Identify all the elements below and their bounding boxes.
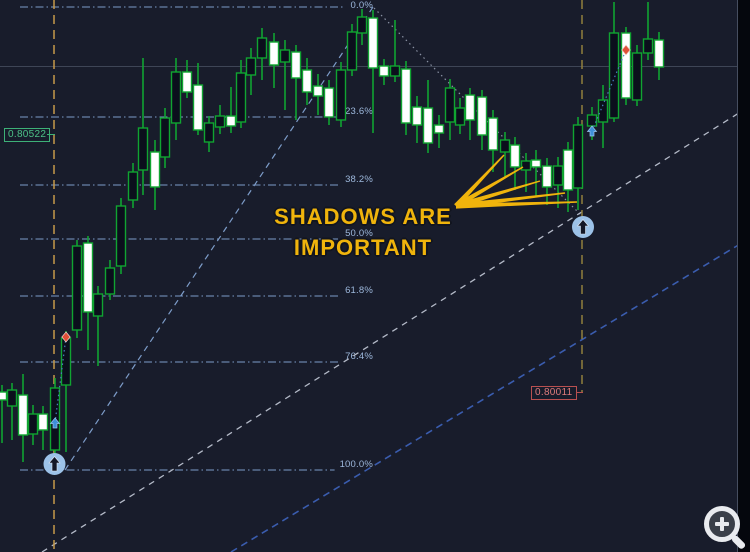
candle-bear — [487, 117, 499, 151]
fib-level-label: 50.0% — [345, 228, 373, 239]
annotation-text: SHADOWS ARE IMPORTANT — [228, 201, 498, 263]
candle-bear — [17, 394, 29, 436]
candle-bull — [389, 65, 401, 77]
fib-level-label: 76.4% — [345, 351, 373, 362]
price-label-high-tick — [47, 134, 55, 135]
candle-bull — [60, 337, 72, 386]
candle-bull — [631, 52, 643, 101]
candle-bull — [203, 122, 215, 143]
support-trendline[interactable] — [41, 105, 750, 552]
candle-bear — [312, 85, 324, 97]
shadow-pointer-arrow — [455, 201, 578, 209]
candle-bull — [520, 160, 532, 171]
price-label-low: 0.80011 — [531, 386, 577, 400]
candle-bull — [335, 69, 347, 121]
candle-bull — [235, 72, 247, 123]
candle-bear — [37, 413, 49, 431]
sell-diamond-marker[interactable] — [621, 44, 631, 56]
fib-level-label: 100.0% — [340, 459, 374, 470]
candle-bull — [92, 293, 104, 317]
candle-bull — [256, 37, 268, 59]
shadow-pointer-arrow — [454, 166, 524, 209]
candle-bull — [279, 49, 291, 63]
candle-bear — [620, 32, 632, 99]
annotation-line-2: IMPORTANT — [293, 235, 433, 260]
up-arrow-icon — [576, 219, 590, 235]
trade-connector-line — [591, 49, 627, 132]
candle-bull — [115, 205, 127, 267]
candle-bull — [27, 413, 39, 435]
candle-bull — [572, 124, 584, 189]
window-edge-strip — [737, 0, 750, 552]
candle-bear — [323, 87, 335, 118]
sell-diamond-marker[interactable] — [61, 331, 71, 343]
candle-bull — [137, 127, 149, 171]
candle-bear — [367, 17, 379, 69]
trade-connector-line — [54, 336, 67, 424]
candle-bear — [464, 94, 476, 121]
candle-bear — [530, 159, 542, 168]
candle-bear — [562, 149, 574, 191]
buy-arrow-marker[interactable] — [49, 417, 61, 429]
candle-bull — [608, 32, 620, 119]
candle-bull — [356, 16, 368, 34]
buy-arrow-marker[interactable] — [586, 125, 598, 137]
price-label-high: 0.80522 — [4, 128, 51, 142]
candle-bull — [444, 87, 456, 123]
fib-level-label: 0.0% — [351, 0, 374, 11]
fib-level-label: 61.8% — [345, 285, 373, 296]
candle-bear — [290, 51, 302, 79]
zoom-plus-icon — [720, 517, 724, 531]
candle-bull — [104, 267, 116, 295]
candle-bear — [0, 391, 8, 401]
price-label-low-tick — [576, 392, 583, 393]
candle-bear — [400, 68, 412, 124]
candle-bear — [509, 144, 521, 168]
zoom-in-button[interactable] — [702, 504, 750, 552]
candle-bull — [454, 107, 466, 126]
candle-bear — [149, 151, 161, 188]
fib-diagonal-line[interactable] — [64, 6, 374, 471]
candle-bull — [127, 171, 139, 201]
candle-bear — [411, 106, 423, 126]
candle-bear — [82, 242, 94, 313]
candle-bear — [301, 69, 313, 93]
candle-bull — [346, 31, 358, 71]
fib-level-label: 23.6% — [345, 106, 373, 117]
candle-bear — [433, 124, 445, 134]
candle-bull — [245, 57, 257, 76]
up-arrow-icon — [48, 456, 61, 472]
candle-bull — [170, 71, 182, 124]
candle-bull — [159, 117, 171, 158]
candle-bull — [499, 139, 511, 153]
candle-bear — [268, 41, 280, 66]
candle-bull — [71, 245, 83, 331]
candle-bear — [225, 115, 237, 127]
fib-level-label: 38.2% — [345, 174, 373, 185]
candle-bear — [192, 84, 204, 131]
candle-bear — [541, 165, 553, 188]
candle-bear — [476, 96, 488, 136]
annotation-line-1: SHADOWS ARE — [274, 204, 452, 229]
candle-bull — [597, 99, 609, 123]
candle-bull — [6, 389, 18, 407]
candle-bull — [642, 38, 654, 54]
candle-bear — [378, 65, 390, 77]
shadow-pointer-arrow — [454, 154, 505, 208]
candle-bull — [552, 165, 564, 186]
channel-trendline[interactable] — [230, 237, 750, 552]
candle-bull — [586, 114, 598, 127]
candle-bull — [214, 115, 226, 128]
candle-bear — [422, 107, 434, 144]
candle-bear — [181, 71, 193, 93]
candle-bear — [653, 39, 665, 68]
